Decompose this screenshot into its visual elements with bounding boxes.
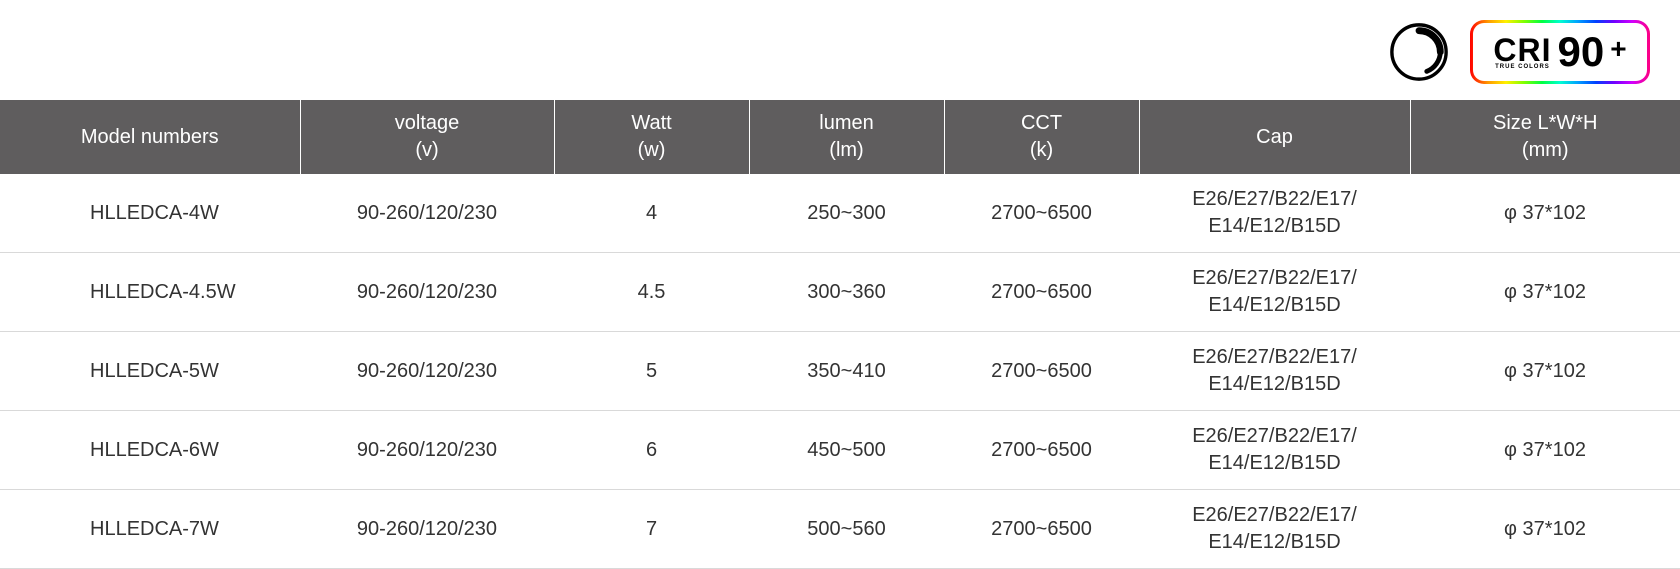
cell-size: φ 37*102 — [1410, 174, 1680, 253]
cell-size: φ 37*102 — [1410, 253, 1680, 332]
cri-plus: + — [1610, 35, 1626, 63]
cell-cct: 2700~6500 — [944, 490, 1139, 569]
spec-table: Model numbers voltage(v) Watt(w) lumen(l… — [0, 100, 1680, 569]
col-cap: Cap — [1139, 100, 1410, 174]
cell-cct: 2700~6500 — [944, 332, 1139, 411]
cell-cap: E26/E27/B22/E17/E14/E12/B15D — [1139, 332, 1410, 411]
cri-label: CRI — [1493, 34, 1551, 66]
col-lumen: lumen(lm) — [749, 100, 944, 174]
table-body: HLLEDCA-4W90-260/120/2304250~3002700~650… — [0, 174, 1680, 569]
cell-watt: 5 — [554, 332, 749, 411]
cell-model: HLLEDCA-6W — [0, 411, 300, 490]
cell-cap: E26/E27/B22/E17/E14/E12/B15D — [1139, 490, 1410, 569]
cell-lumen: 350~410 — [749, 332, 944, 411]
cell-model: HLLEDCA-7W — [0, 490, 300, 569]
cell-watt: 4 — [554, 174, 749, 253]
cell-watt: 6 — [554, 411, 749, 490]
cell-cap: E26/E27/B22/E17/E14/E12/B15D — [1139, 253, 1410, 332]
col-size: Size L*W*H(mm) — [1410, 100, 1680, 174]
cell-lumen: 300~360 — [749, 253, 944, 332]
cri-badge: CRI TRUE COLORS 90 + — [1470, 20, 1650, 84]
cell-model: HLLEDCA-4.5W — [0, 253, 300, 332]
cell-voltage: 90-260/120/230 — [300, 490, 554, 569]
table-row: HLLEDCA-5W90-260/120/2305350~4102700~650… — [0, 332, 1680, 411]
cell-watt: 7 — [554, 490, 749, 569]
col-watt: Watt(w) — [554, 100, 749, 174]
table-row: HLLEDCA-6W90-260/120/2306450~5002700~650… — [0, 411, 1680, 490]
cell-voltage: 90-260/120/230 — [300, 253, 554, 332]
cell-voltage: 90-260/120/230 — [300, 332, 554, 411]
cell-size: φ 37*102 — [1410, 411, 1680, 490]
ring-icon — [1388, 21, 1450, 83]
cell-cap: E26/E27/B22/E17/E14/E12/B15D — [1139, 411, 1410, 490]
cell-lumen: 500~560 — [749, 490, 944, 569]
cell-cct: 2700~6500 — [944, 253, 1139, 332]
badge-row: CRI TRUE COLORS 90 + — [0, 0, 1680, 100]
table-row: HLLEDCA-4W90-260/120/2304250~3002700~650… — [0, 174, 1680, 253]
cell-model: HLLEDCA-4W — [0, 174, 300, 253]
col-cct: CCT(k) — [944, 100, 1139, 174]
cell-cap: E26/E27/B22/E17/E14/E12/B15D — [1139, 174, 1410, 253]
cri-sub: TRUE COLORS — [1495, 64, 1550, 70]
cell-lumen: 450~500 — [749, 411, 944, 490]
table-header: Model numbers voltage(v) Watt(w) lumen(l… — [0, 100, 1680, 174]
cell-voltage: 90-260/120/230 — [300, 411, 554, 490]
table-row: HLLEDCA-4.5W90-260/120/2304.5300~3602700… — [0, 253, 1680, 332]
cell-cct: 2700~6500 — [944, 411, 1139, 490]
cell-cct: 2700~6500 — [944, 174, 1139, 253]
cell-voltage: 90-260/120/230 — [300, 174, 554, 253]
table-row: HLLEDCA-7W90-260/120/2307500~5602700~650… — [0, 490, 1680, 569]
col-model: Model numbers — [0, 100, 300, 174]
col-voltage: voltage(v) — [300, 100, 554, 174]
cri-value: 90 — [1558, 31, 1605, 73]
cell-model: HLLEDCA-5W — [0, 332, 300, 411]
cell-lumen: 250~300 — [749, 174, 944, 253]
cell-size: φ 37*102 — [1410, 332, 1680, 411]
cell-size: φ 37*102 — [1410, 490, 1680, 569]
cell-watt: 4.5 — [554, 253, 749, 332]
